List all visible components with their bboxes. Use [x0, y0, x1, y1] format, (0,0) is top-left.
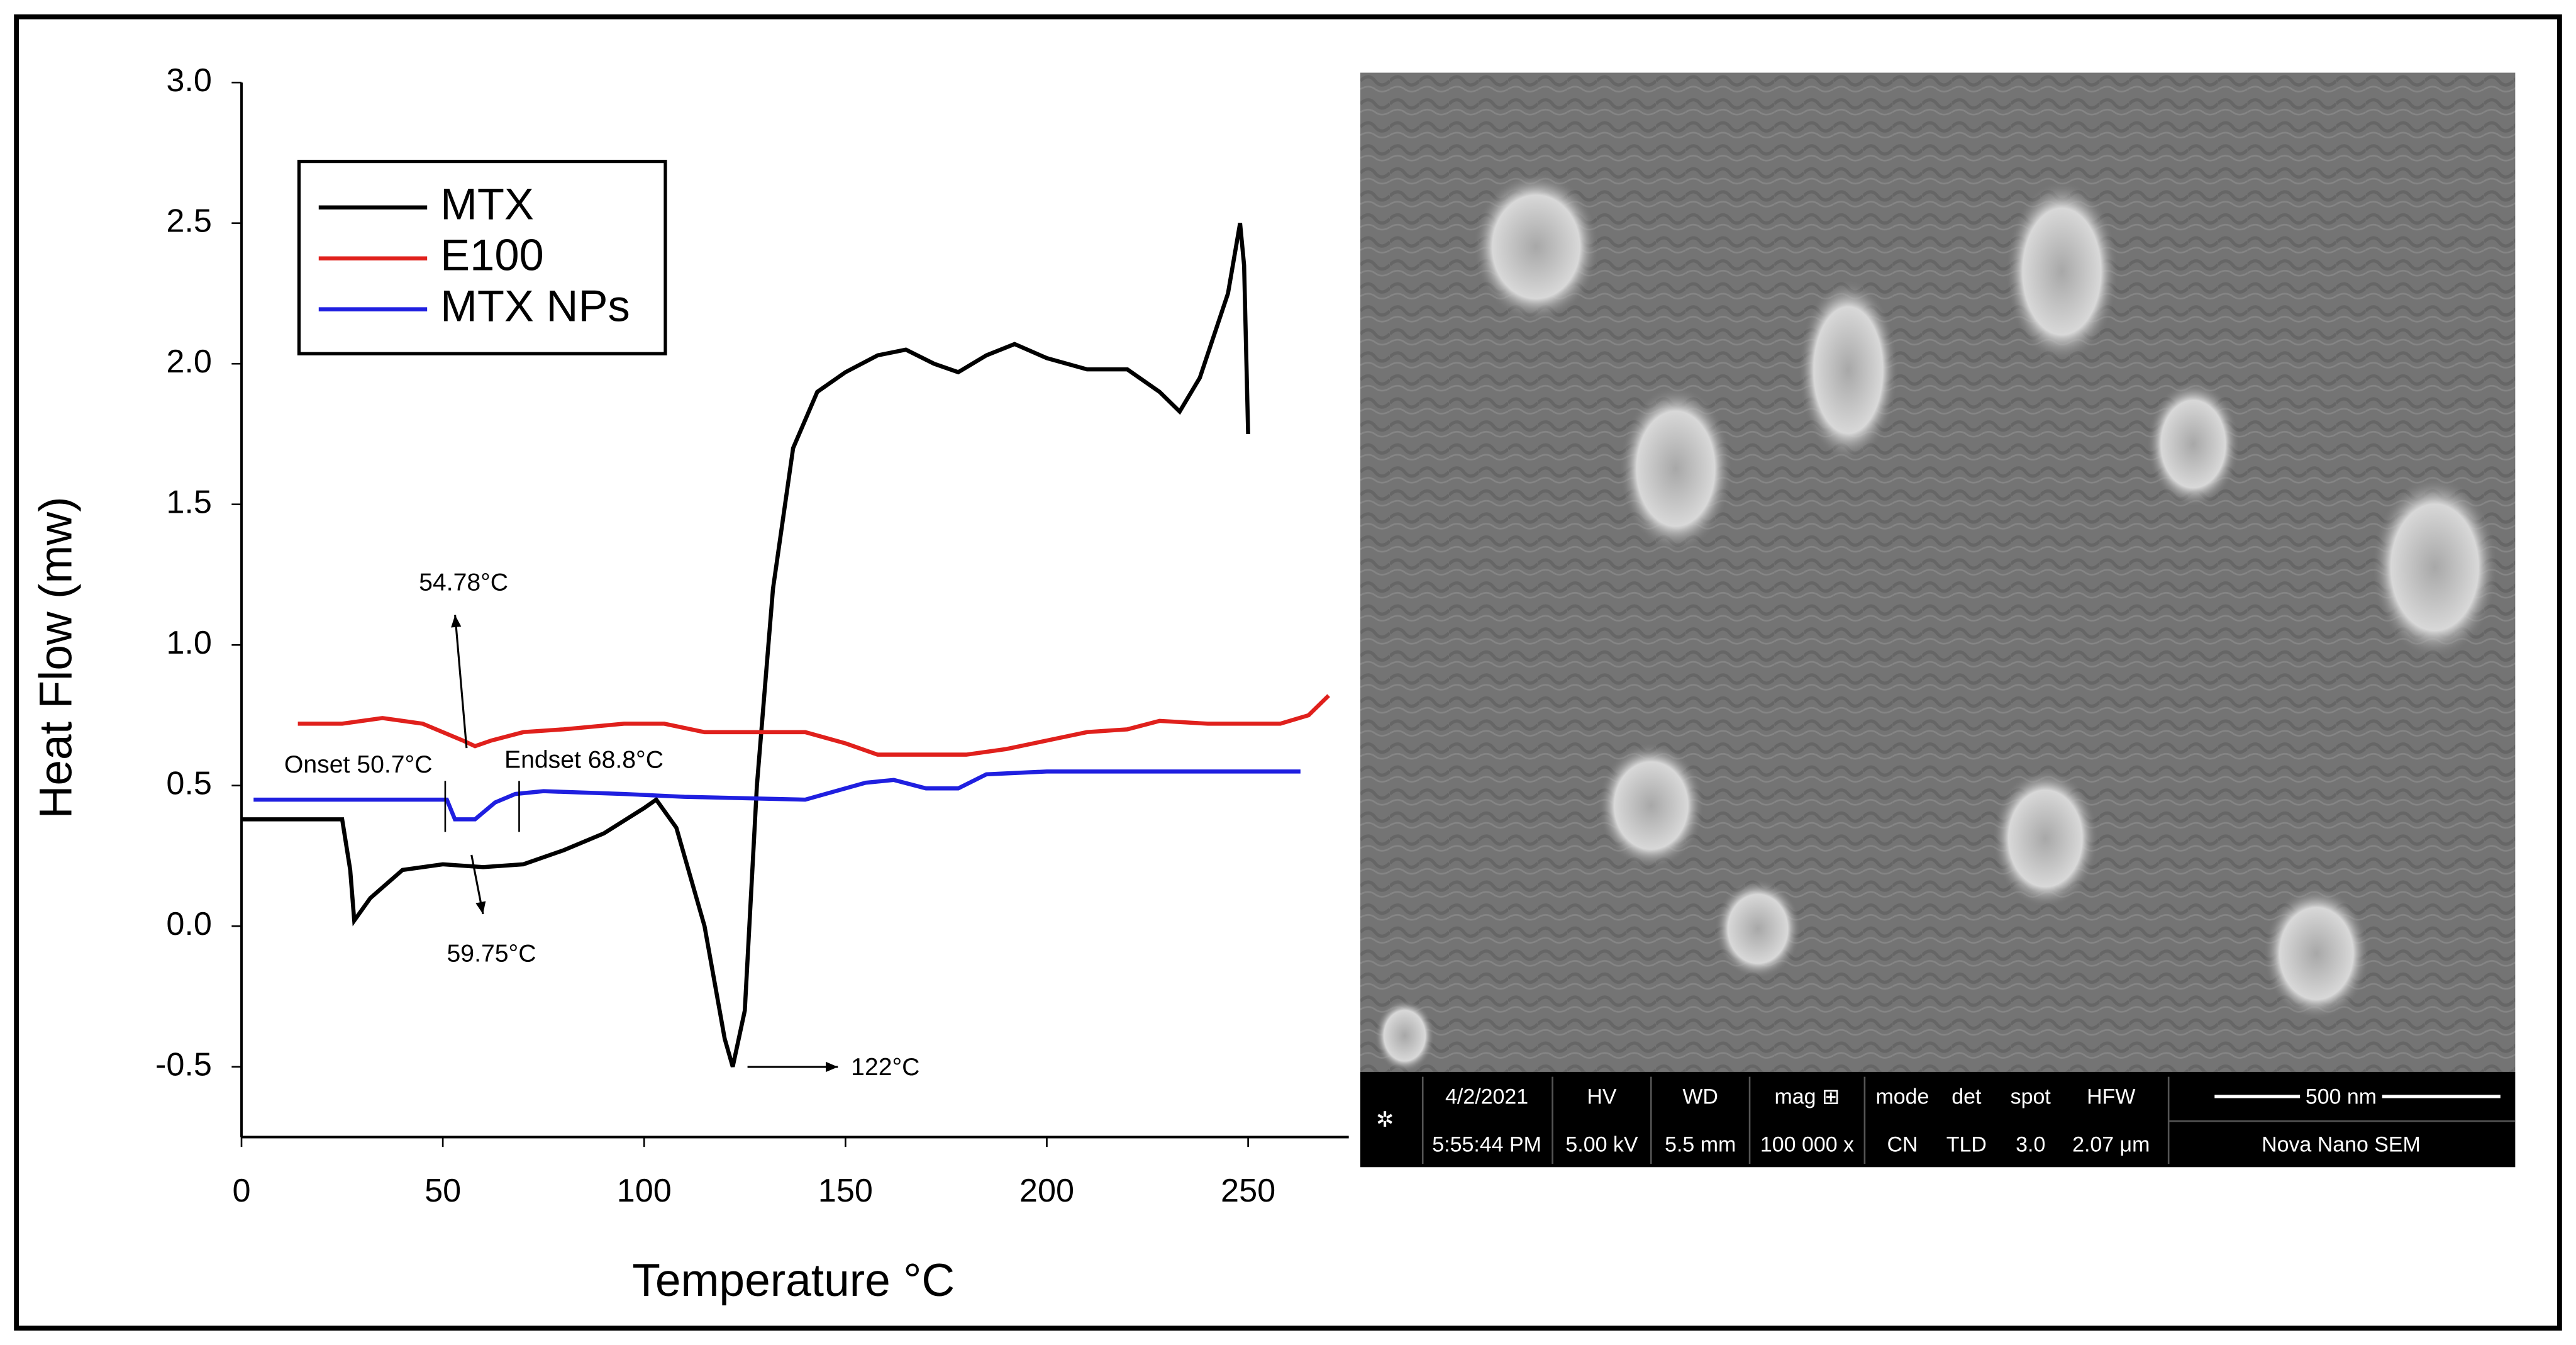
info-text: WD — [1682, 1085, 1718, 1109]
y-tick-label: 2.5 — [166, 203, 212, 240]
scale-bar-label: 500 nm — [2306, 1085, 2377, 1109]
info-text: 100 000 x — [1760, 1132, 1854, 1156]
info-text: 5.00 kV — [1565, 1132, 1638, 1156]
data-line — [253, 769, 1301, 822]
legend-label: MTX — [440, 179, 534, 228]
info-text: 4/2/2021 — [1445, 1085, 1528, 1109]
info-text: 2.07 μm — [2072, 1132, 2150, 1156]
annotation: 54.78°C — [419, 569, 508, 596]
y-tick-label: 1.5 — [166, 484, 212, 521]
x-tick-label: 100 — [617, 1173, 672, 1209]
dsc-chart: -0.5 0.0 0.5 1.0 1.5 2.0 2.5 3.0 0 50 100 150 200 250… — [30, 62, 1349, 1306]
logo: ✲ — [1376, 1108, 1394, 1132]
info-text: mag ⊞ — [1775, 1085, 1840, 1109]
info-text: 3.0 — [2016, 1132, 2045, 1156]
scale-label-bg — [2300, 1083, 2382, 1110]
outer-border — [14, 14, 2562, 1331]
annotation-arrow — [454, 615, 468, 749]
info-text: CN — [1887, 1132, 1918, 1156]
particles — [1375, 172, 2497, 1072]
sem-image: ✲ 4/2/2021 5:55:44 PM HV 5.00 kV WD 5.5 mm mag… — [1360, 72, 2516, 1168]
info-text: HFW — [2087, 1085, 2135, 1109]
arrow-head — [451, 615, 462, 628]
data-line — [241, 223, 1250, 1068]
x-tick-label: 250 — [1221, 1173, 1275, 1209]
info-text: 5:55:44 PM — [1432, 1132, 1541, 1156]
annotation: 59.75°C — [447, 940, 536, 968]
x-tick-label: 0 — [232, 1173, 250, 1209]
info-text: 5.5 mm — [1665, 1132, 1736, 1156]
y-axis-title: Heat Flow (mw) — [30, 497, 81, 819]
legend-label: MTX NPs — [440, 281, 630, 330]
arrow-head — [475, 901, 486, 914]
y-tick-label: 0.5 — [166, 766, 212, 802]
annotation: 122°C — [851, 1054, 919, 1081]
info-text: spot — [2011, 1085, 2051, 1109]
x-tick-label: 50 — [425, 1173, 461, 1209]
x-tick-label: 150 — [818, 1173, 873, 1209]
data-line — [297, 694, 1330, 757]
y-tick-label: 1.0 — [166, 625, 212, 661]
y-tick-label: 2.0 — [166, 343, 212, 380]
info-text: HV — [1587, 1085, 1617, 1109]
y-tick-label: -0.5 — [155, 1047, 212, 1083]
legend-label: E100 — [440, 230, 544, 279]
info-text: mode — [1876, 1085, 1929, 1109]
annotation: Endset 68.8°C — [504, 746, 663, 773]
info-text: det — [1951, 1085, 1982, 1109]
y-tick-label: 3.0 — [166, 62, 212, 99]
info-bar-texts: ✲ 4/2/2021 5:55:44 PM HV 5.00 kV WD 5.5 mm mag… — [1376, 1076, 2516, 1164]
y-tick-label: 0.0 — [166, 906, 212, 942]
arrow-head — [825, 1061, 838, 1073]
annotation: Onset 50.7°C — [284, 751, 433, 778]
info-text: TLD — [1946, 1132, 1987, 1156]
instrument-label: Nova Nano SEM — [2262, 1132, 2421, 1156]
x-axis-title: Temperature °C — [632, 1255, 955, 1306]
x-tick-label: 200 — [1019, 1173, 1074, 1209]
